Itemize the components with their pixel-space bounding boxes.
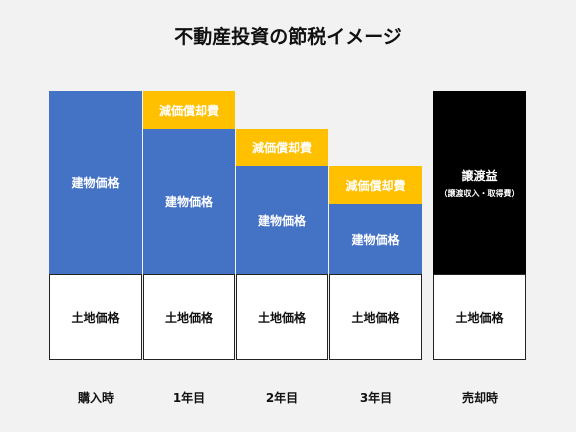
- building-label: 建物価格: [257, 213, 306, 228]
- depreciation-label: 減価償却費: [345, 178, 406, 193]
- gain-sub-label: （譲渡収入・取得費）: [439, 188, 520, 198]
- land-label: 土地価格: [164, 310, 213, 325]
- depreciation-label: 減価償却費: [251, 141, 312, 155]
- period-label-purchase: 購入時: [77, 391, 114, 405]
- period-label-sale: 売却時: [461, 391, 498, 405]
- land-label: 土地価格: [455, 310, 504, 325]
- building-block-year1: 建物価格: [143, 129, 235, 274]
- building-label: 建物価格: [351, 232, 400, 247]
- period-label-year1: 1年目: [172, 391, 206, 405]
- depreciation-label: 減価償却費: [158, 103, 219, 118]
- land-block-year3: 土地価格: [329, 274, 422, 360]
- land-block-purchase: 土地価格: [49, 274, 142, 360]
- period-label-year2: 2年目: [265, 391, 299, 405]
- gain-label: 譲渡益: [461, 168, 498, 183]
- building-block-purchase: 建物価格: [49, 91, 142, 274]
- building-label: 建物価格: [164, 195, 213, 209]
- land-label: 土地価格: [257, 310, 306, 325]
- land-block-year2: 土地価格: [236, 274, 328, 360]
- page-title: 不動産投資の節税イメージ: [174, 26, 402, 48]
- land-label: 土地価格: [351, 310, 400, 325]
- gain-block-sale: 譲渡益 （譲渡収入・取得費）: [433, 91, 526, 274]
- land-block-sale: 土地価格: [433, 274, 526, 360]
- land-block-year1: 土地価格: [143, 274, 235, 360]
- depreciation-block-year1: 減価償却費: [143, 91, 235, 129]
- building-block-year2: 建物価格: [236, 166, 328, 274]
- depreciation-block-year3: 減価償却費: [329, 166, 422, 204]
- building-label: 建物価格: [71, 176, 120, 190]
- period-label-year3: 3年目: [359, 391, 393, 405]
- building-block-year3: 建物価格: [329, 204, 422, 274]
- land-label: 土地価格: [71, 310, 120, 325]
- depreciation-block-year2: 減価償却費: [236, 129, 328, 166]
